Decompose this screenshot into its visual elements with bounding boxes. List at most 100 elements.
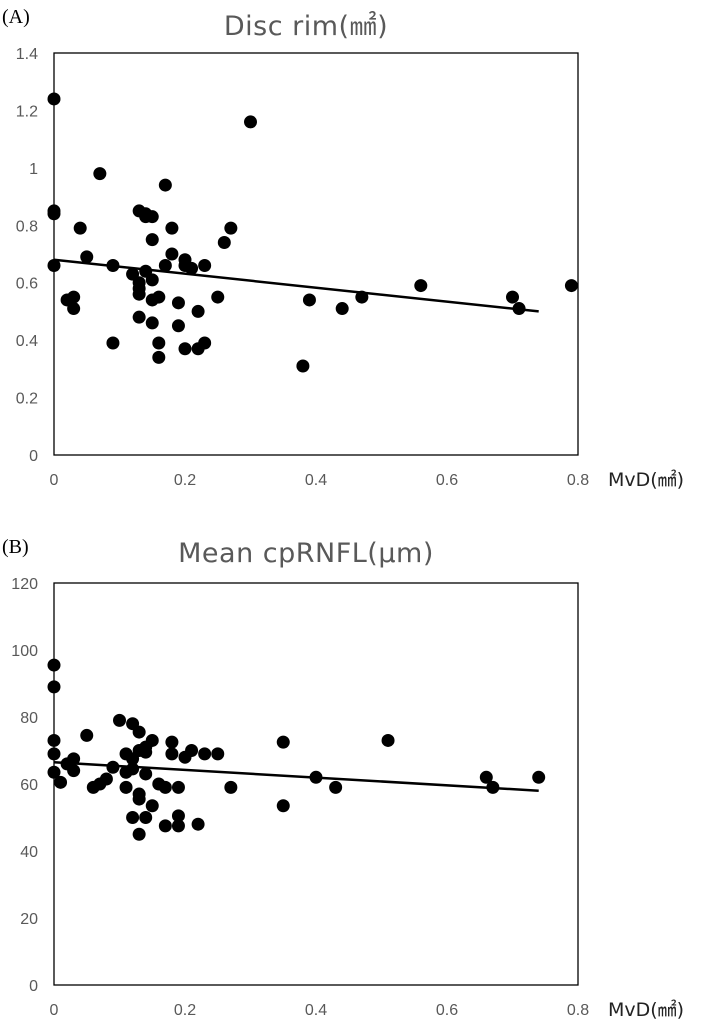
scatter-plot: 0 20 40 60 80 100 120 0 0.2 0.4 0.6 0.8 MvD(㎟) bbox=[11, 576, 684, 1021]
data-point bbox=[158, 258, 172, 272]
data-point bbox=[145, 273, 159, 287]
y-tick-label: 0.2 bbox=[16, 391, 38, 408]
y-tick-label: 1.4 bbox=[16, 46, 38, 63]
data-point bbox=[113, 713, 126, 727]
data-point bbox=[67, 764, 81, 778]
y-tick-label: 0.4 bbox=[16, 333, 38, 350]
chart-panel-b: (B) Mean cpRNFL(µm) 0 20 40 60 80 100 120 0 0.2 0… bbox=[0, 530, 708, 1024]
y-tick-label: 120 bbox=[11, 576, 38, 593]
data-point bbox=[152, 350, 166, 364]
data-point bbox=[47, 207, 61, 221]
plot-area-frame bbox=[53, 582, 579, 986]
data-point bbox=[564, 279, 578, 293]
data-point bbox=[479, 770, 493, 784]
data-point bbox=[54, 775, 68, 789]
panel-label: (B) bbox=[2, 536, 29, 558]
data-point bbox=[296, 359, 310, 373]
data-point bbox=[171, 780, 185, 794]
chart-title: Mean cpRNFL(µm) bbox=[178, 538, 434, 569]
data-point bbox=[185, 744, 199, 757]
data-point bbox=[191, 304, 205, 318]
data-point bbox=[165, 247, 179, 261]
data-point bbox=[532, 770, 546, 784]
chart-panel-a: (A) Disc rim(㎟) 0 0.2 0.4 0.6 0.8 1 1.2 1.4 0 0.2… bbox=[2, 6, 684, 491]
y-tick-label: 0.6 bbox=[16, 276, 38, 293]
data-point bbox=[211, 747, 225, 761]
data-point bbox=[139, 811, 153, 824]
x-tick-label: 0.6 bbox=[436, 472, 458, 489]
data-point bbox=[47, 680, 61, 694]
data-point bbox=[119, 780, 133, 794]
y-tick-label: 1.2 bbox=[16, 103, 38, 120]
data-point bbox=[47, 747, 61, 761]
chart-title: Disc rim(㎟) bbox=[223, 11, 389, 42]
data-point bbox=[171, 319, 185, 333]
data-point bbox=[158, 780, 172, 794]
x-tick-label: 0 bbox=[50, 472, 59, 489]
plot-area-frame bbox=[53, 52, 579, 456]
data-point bbox=[329, 780, 343, 794]
data-point bbox=[139, 745, 153, 759]
data-point bbox=[126, 811, 140, 824]
data-point bbox=[132, 827, 146, 841]
data-point bbox=[224, 221, 238, 235]
data-point bbox=[47, 765, 61, 779]
data-point bbox=[171, 809, 185, 823]
data-point bbox=[145, 799, 159, 813]
data-point bbox=[47, 733, 61, 747]
data-point bbox=[217, 236, 231, 250]
data-point bbox=[165, 747, 179, 761]
data-point bbox=[244, 115, 257, 129]
data-point bbox=[67, 290, 81, 304]
data-point bbox=[158, 819, 172, 833]
x-tick-label: 0.4 bbox=[305, 472, 327, 489]
data-point bbox=[47, 658, 61, 672]
data-point bbox=[165, 735, 179, 749]
y-tick-label: 60 bbox=[20, 777, 38, 794]
y-tick-label: 40 bbox=[20, 844, 38, 861]
trendline bbox=[53, 258, 539, 313]
x-tick-label: 0.8 bbox=[567, 472, 589, 489]
data-point bbox=[414, 279, 428, 293]
data-point bbox=[132, 725, 146, 739]
data-point bbox=[67, 302, 81, 316]
data-point bbox=[93, 167, 107, 181]
data-point bbox=[47, 92, 61, 106]
data-point bbox=[178, 342, 192, 356]
data-point bbox=[145, 210, 159, 224]
data-point bbox=[211, 290, 225, 304]
x-tick-label: 0.8 bbox=[567, 1002, 589, 1019]
x-tick-label: 0 bbox=[50, 1002, 59, 1019]
scatter-plot: 0 0.2 0.4 0.6 0.8 1 1.2 1.4 0 0.2 0.4 0.6 0.8 MvD(㎟) bbox=[16, 46, 684, 491]
y-tick-label: 0 bbox=[29, 978, 38, 995]
y-tick-label: 20 bbox=[20, 911, 38, 928]
data-point bbox=[132, 792, 146, 806]
x-axis-label: MvD(㎟) bbox=[608, 998, 684, 1021]
y-tick-label: 0.8 bbox=[16, 218, 38, 235]
y-tick-label: 1 bbox=[29, 161, 38, 178]
trendline bbox=[53, 760, 539, 792]
data-point bbox=[198, 258, 212, 272]
data-point bbox=[152, 290, 166, 304]
x-tick-label: 0.6 bbox=[436, 1002, 458, 1019]
data-point bbox=[381, 733, 395, 747]
data-point bbox=[106, 336, 120, 350]
x-axis-label: MvD(㎟) bbox=[608, 468, 684, 491]
data-point bbox=[224, 780, 238, 794]
data-point bbox=[132, 287, 146, 301]
panel-label: (A) bbox=[2, 6, 30, 28]
data-point bbox=[171, 819, 185, 833]
data-point bbox=[80, 250, 94, 264]
x-tick-label: 0.2 bbox=[174, 472, 196, 489]
data-point bbox=[335, 302, 349, 316]
data-point bbox=[198, 336, 212, 350]
data-point bbox=[99, 772, 113, 786]
data-point bbox=[139, 767, 153, 781]
data-point bbox=[506, 290, 519, 304]
x-tick-label: 0.2 bbox=[174, 1002, 196, 1019]
data-point bbox=[302, 293, 316, 307]
y-tick-label: 100 bbox=[11, 643, 38, 660]
data-point bbox=[158, 178, 172, 192]
data-point bbox=[191, 817, 205, 831]
data-point bbox=[73, 221, 87, 235]
